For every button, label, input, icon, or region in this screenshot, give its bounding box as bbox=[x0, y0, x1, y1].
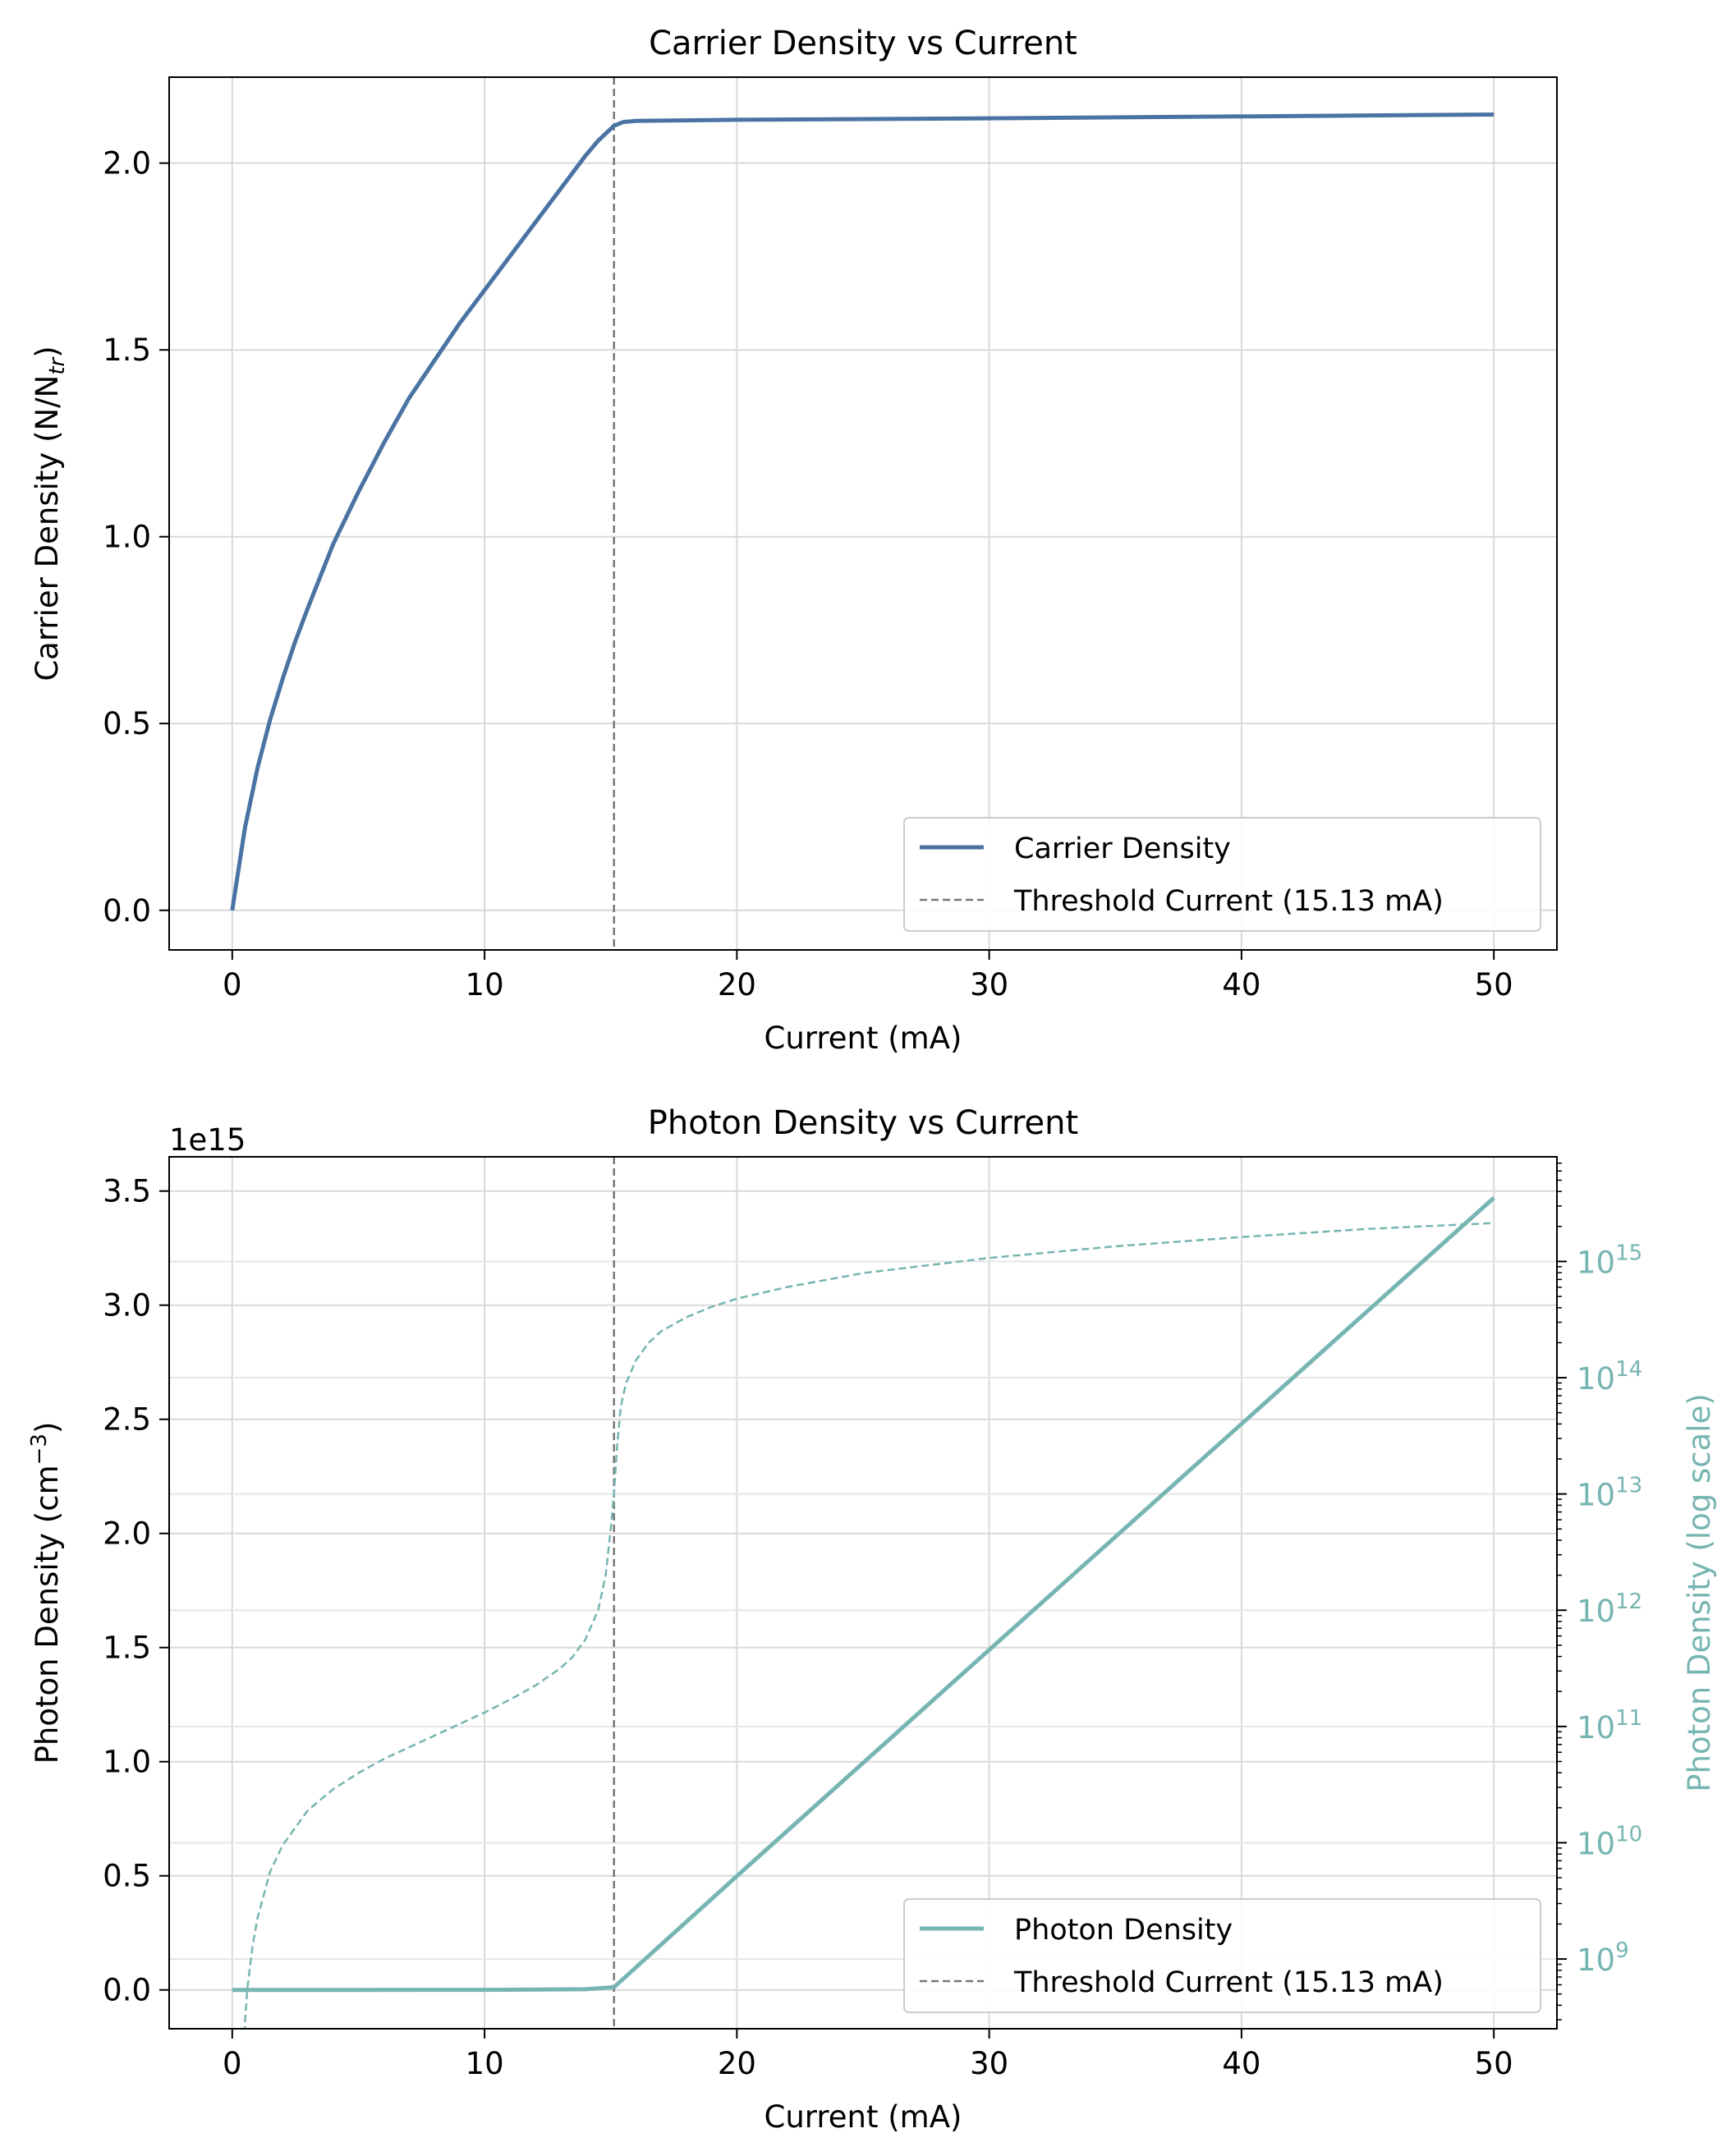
right-y-tick-base: 10 bbox=[1577, 1826, 1615, 1861]
x-tick-label: 10 bbox=[466, 967, 504, 1002]
y-axis-label-main: Photon Density (cm bbox=[30, 1465, 65, 1764]
right-y-tick-base: 10 bbox=[1577, 1710, 1615, 1745]
y-tick-label: 2.0 bbox=[103, 1516, 151, 1552]
y-tick-label: 3.0 bbox=[103, 1288, 151, 1323]
legend-label-threshold: Threshold Current (15.13 mA) bbox=[1013, 1966, 1444, 1999]
right-y-tick-base: 10 bbox=[1577, 1245, 1615, 1280]
legend-label-carrier-density: Carrier Density bbox=[1014, 833, 1231, 865]
right-axis-grid bbox=[169, 1260, 1557, 1961]
x-axis-ticks: 0 10 20 30 40 50 bbox=[223, 2029, 1513, 2081]
x-tick-label: 30 bbox=[970, 967, 1008, 1002]
y-tick-label: 3.5 bbox=[103, 1174, 151, 1209]
x-tick-label: 50 bbox=[1475, 2046, 1513, 2081]
y-tick-label: 2.5 bbox=[103, 1402, 151, 1438]
series-line-photon-density bbox=[232, 1196, 1495, 1993]
right-y-tick-exponent: 10 bbox=[1615, 1822, 1642, 1846]
right-y-tick-exponent: 11 bbox=[1615, 1706, 1642, 1731]
y-tick-label: 1.5 bbox=[103, 333, 151, 368]
right-y-tick-label: 1012 bbox=[1577, 1589, 1642, 1629]
right-y-tick-label: 109 bbox=[1577, 1938, 1629, 1978]
x-axis-label: Current (mA) bbox=[764, 2099, 962, 2135]
y-axis-label-superscript: −3 bbox=[27, 1434, 52, 1465]
carrier-density-chart: 0 10 20 30 40 50 0.0 0.5 1.0 1.5 2.0 Carrier Dens… bbox=[30, 25, 1558, 1056]
y-axis-offset-text: 1e15 bbox=[169, 1122, 246, 1158]
x-axis-ticks: 0 10 20 30 40 50 bbox=[223, 950, 1513, 1002]
chart-title: Carrier Density vs Current bbox=[649, 25, 1077, 62]
legend-label-photon-density: Photon Density bbox=[1014, 1914, 1233, 1947]
chart-title: Photon Density vs Current bbox=[648, 1104, 1078, 1142]
right-y-tick-exponent: 9 bbox=[1615, 1938, 1629, 1963]
x-tick-label: 10 bbox=[466, 2046, 504, 2081]
right-y-tick-exponent: 15 bbox=[1615, 1241, 1642, 1265]
series-line-carrier-density bbox=[230, 112, 1495, 911]
right-y-tick-label: 1014 bbox=[1577, 1357, 1642, 1397]
x-tick-label: 40 bbox=[1222, 2046, 1260, 2081]
axes-frame bbox=[168, 1156, 1558, 2030]
legend-box bbox=[903, 1898, 1541, 2013]
series-line-photon-density-log bbox=[243, 1222, 1495, 2029]
y-axis-ticks: 0.0 0.5 1.0 1.5 2.0 2.5 3.0 3.5 bbox=[103, 1174, 169, 2008]
right-y-axis-label: Photon Density (log scale) bbox=[1682, 1393, 1717, 1792]
right-y-tick-label: 1015 bbox=[1577, 1241, 1642, 1280]
y-tick-label: 2.0 bbox=[103, 146, 151, 181]
right-y-tick-base: 10 bbox=[1577, 1594, 1615, 1629]
y-tick-label: 0.5 bbox=[103, 706, 151, 741]
y-tick-label: 0.5 bbox=[103, 1859, 151, 1894]
axes-frame bbox=[168, 76, 1558, 951]
y-axis-label-tail: ) bbox=[30, 1422, 65, 1434]
plot-data bbox=[230, 77, 1495, 950]
y-tick-label: 1.0 bbox=[103, 1745, 151, 1780]
photon-density-chart: 0 10 20 30 40 50 0.00.51.01.52.02.53.03.5 109… bbox=[27, 1104, 1717, 2135]
y-axis-label: Carrier Density (N/Ntr) bbox=[30, 346, 70, 681]
right-y-tick-label: 1013 bbox=[1577, 1474, 1642, 1513]
y-axis-label: Photon Density (cm−3) bbox=[27, 1422, 65, 1764]
right-y-tick-exponent: 14 bbox=[1615, 1357, 1642, 1382]
right-y-tick-base: 10 bbox=[1577, 1361, 1615, 1397]
right-y-tick-label: 1011 bbox=[1577, 1706, 1642, 1745]
y-tick-label: 1.0 bbox=[103, 520, 151, 555]
x-axis-label: Current (mA) bbox=[764, 1021, 962, 1056]
x-tick-label: 20 bbox=[718, 2046, 756, 2081]
x-tick-label: 40 bbox=[1222, 967, 1260, 1002]
legend: Photon Density Threshold Current (15.13 … bbox=[903, 1898, 1541, 2013]
y-axis-ticks: 0.0 0.5 1.0 1.5 2.0 bbox=[103, 146, 169, 929]
x-tick-label: 50 bbox=[1475, 967, 1513, 1002]
x-tick-label: 30 bbox=[970, 2046, 1008, 2081]
legend: Carrier Density Threshold Current (15.13… bbox=[903, 817, 1541, 932]
right-y-tick-exponent: 12 bbox=[1615, 1589, 1642, 1614]
x-tick-label: 0 bbox=[223, 2046, 242, 2081]
x-tick-label: 0 bbox=[223, 967, 242, 1002]
right-y-tick-base: 10 bbox=[1577, 1478, 1615, 1513]
legend-label-threshold: Threshold Current (15.13 mA) bbox=[1013, 885, 1444, 918]
grid bbox=[169, 77, 1557, 950]
legend-box bbox=[903, 817, 1541, 932]
y-axis-label-tail: ) bbox=[30, 346, 65, 357]
right-y-tick-exponent: 13 bbox=[1615, 1474, 1642, 1498]
y-axis-label-main: Carrier Density (N/N bbox=[30, 375, 65, 681]
right-y-tick-base: 10 bbox=[1577, 1943, 1615, 1978]
y-tick-label: 0.0 bbox=[103, 893, 151, 929]
x-tick-label: 20 bbox=[718, 967, 756, 1002]
y-axis-label-subscript: tr bbox=[45, 356, 70, 374]
y-tick-label: 0.0 bbox=[103, 1973, 151, 2008]
y-tick-label: 1.5 bbox=[103, 1631, 151, 1666]
plot-data bbox=[232, 1157, 1495, 2029]
right-y-tick-label: 1010 bbox=[1577, 1822, 1642, 1861]
